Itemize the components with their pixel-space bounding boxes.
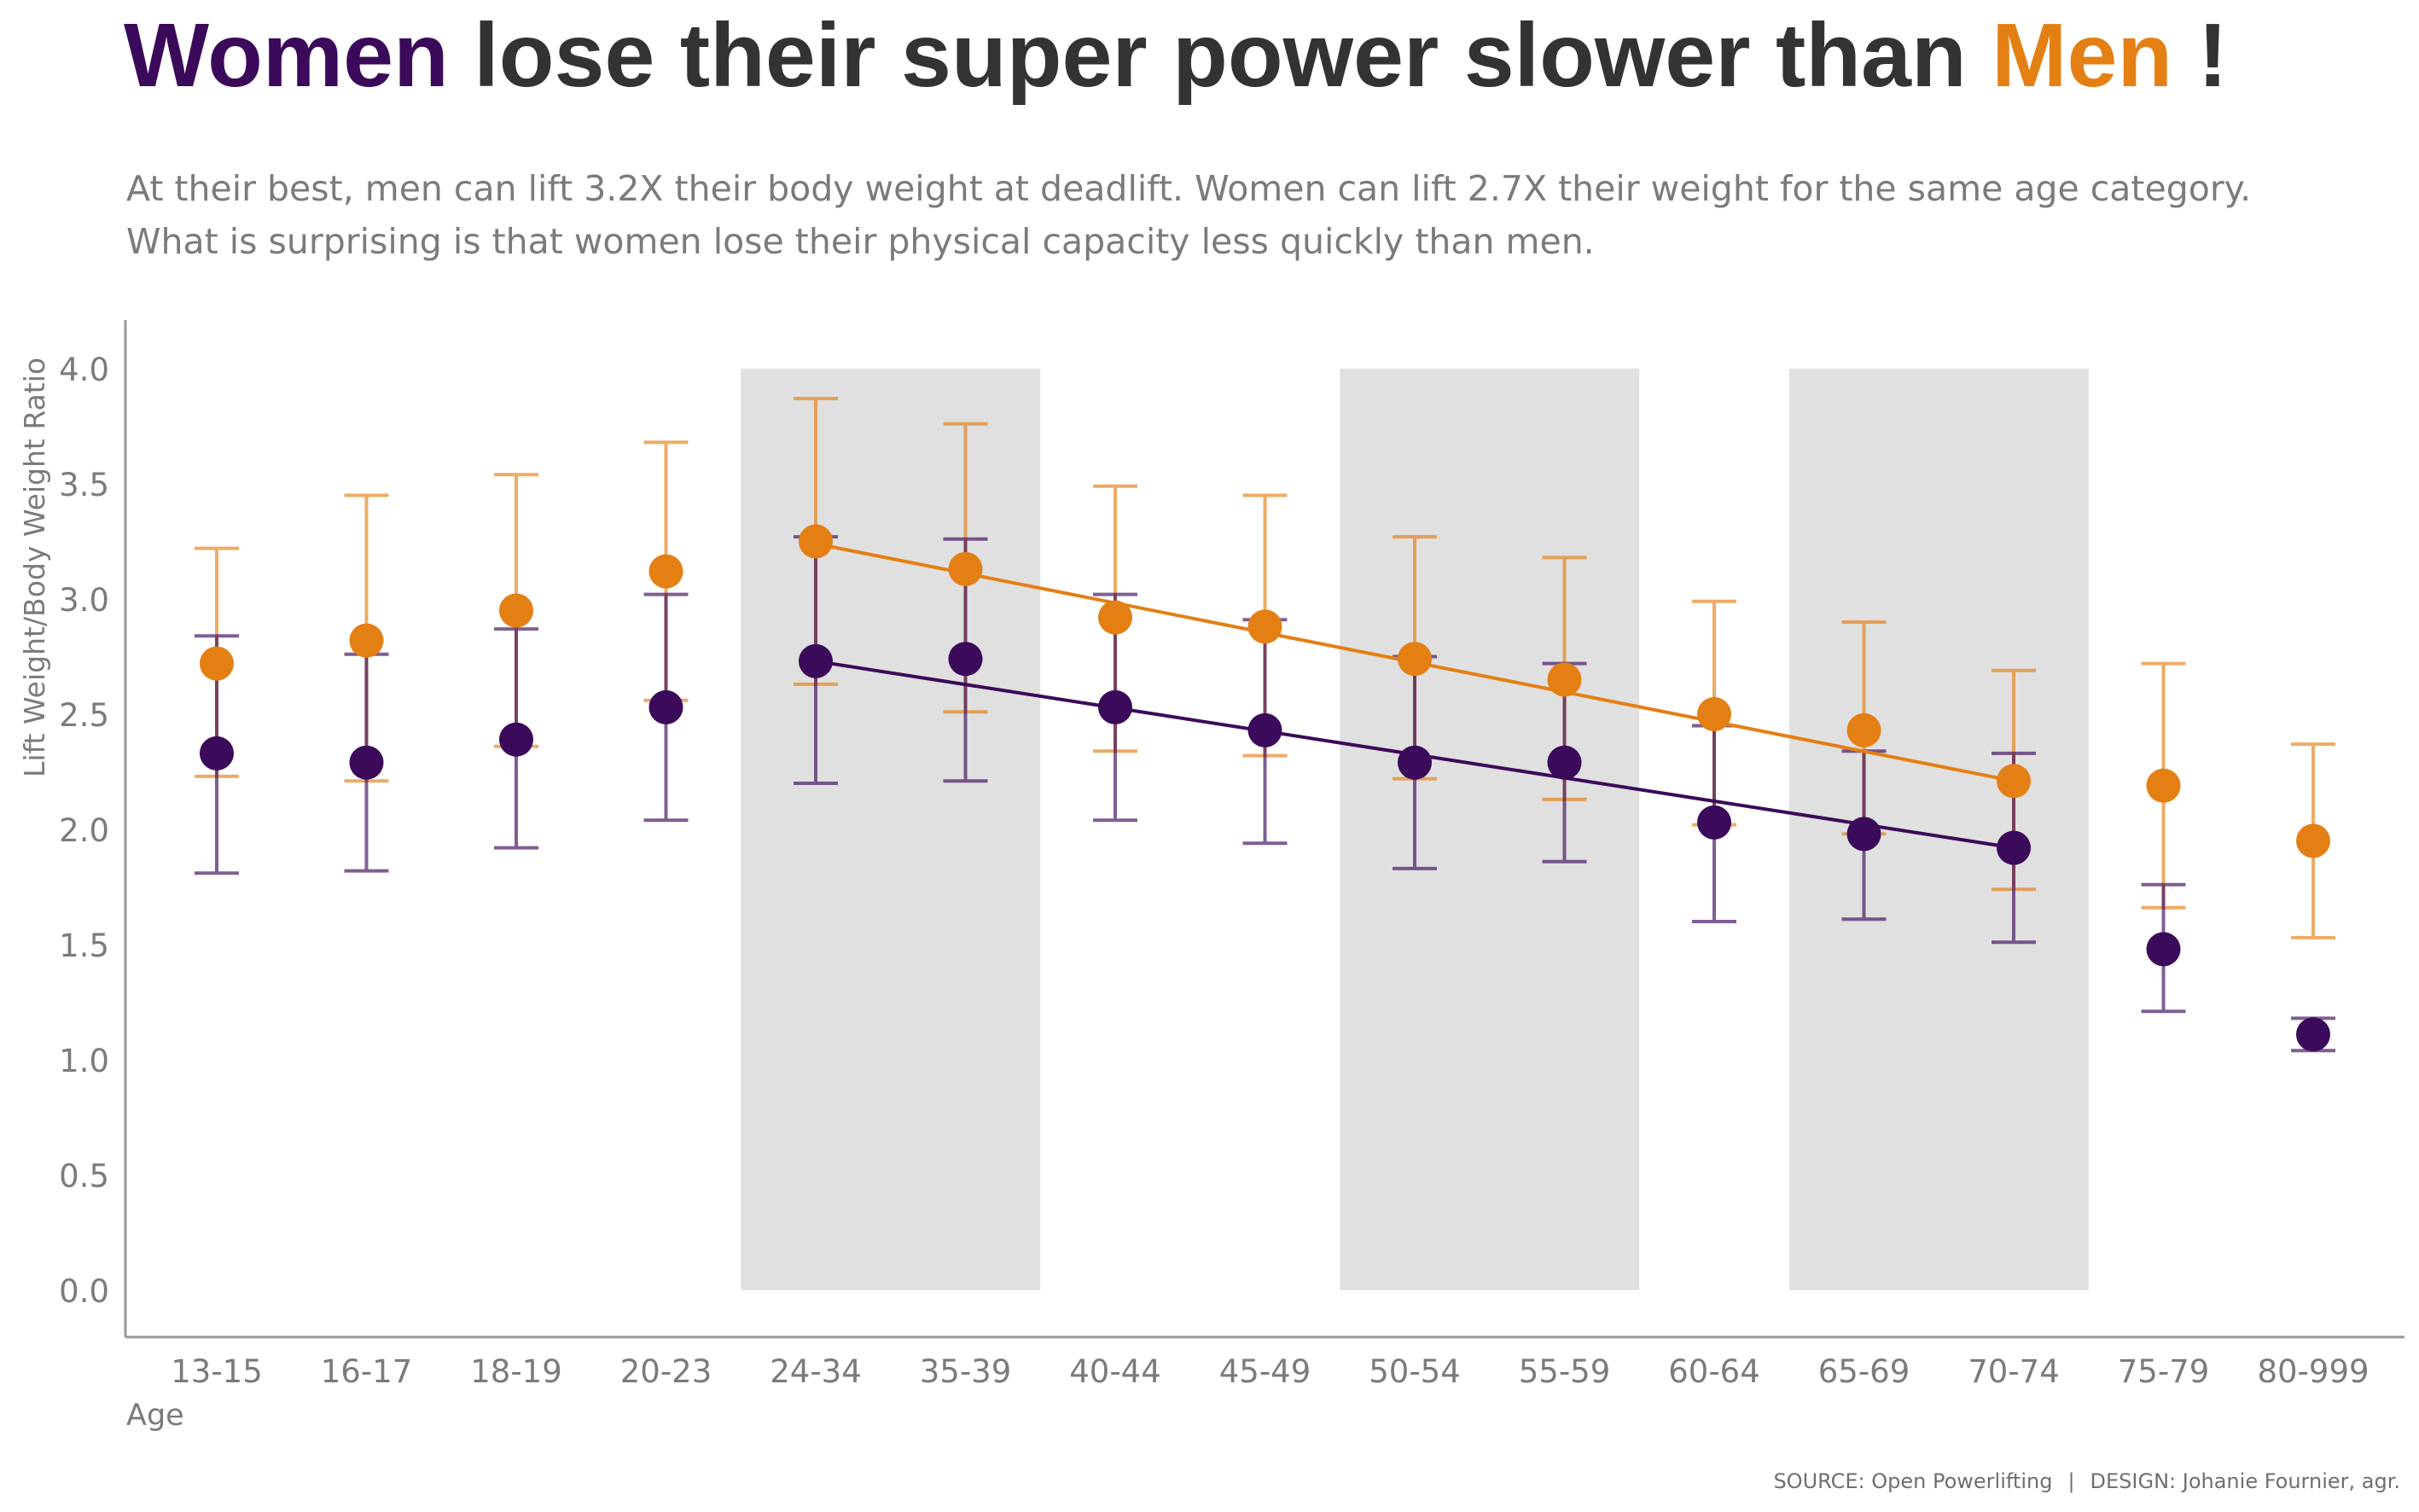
x-tick-label: 70-74 — [1968, 1353, 2060, 1390]
men-data-point — [1098, 600, 1132, 635]
shaded-band-2 — [1340, 369, 1640, 1290]
shaded-band-3 — [1788, 369, 2089, 1290]
men-data-point — [349, 623, 384, 658]
chart-subtitle: At their best, men can lift 3.2X their b… — [126, 162, 2387, 268]
women-data-point — [1997, 830, 2031, 865]
x-tick-label: 50-54 — [1369, 1353, 1461, 1390]
x-tick-label: 18-19 — [470, 1353, 562, 1390]
women-data-point — [2296, 1017, 2330, 1052]
women-data-point — [1697, 805, 1731, 840]
footer-separator: | — [2067, 1469, 2075, 1493]
men-data-point — [1398, 642, 1432, 677]
y-tick-label: 2.5 — [59, 697, 109, 734]
x-axis-title: Age — [126, 1399, 184, 1433]
men-data-point — [1247, 609, 1282, 644]
title-women: Women — [124, 5, 449, 106]
women-data-point — [1846, 817, 1881, 852]
women-data-point — [648, 689, 683, 724]
men-data-point — [1997, 764, 2031, 799]
y-axis-title: Lift Weight/Body Weight Ratio — [18, 358, 51, 777]
chart-title: Women lose their super power slower than… — [124, 0, 2342, 111]
y-tick-label: 1.0 — [59, 1043, 109, 1079]
men-data-point — [648, 554, 683, 589]
footer-credits: SOURCE: Open Powerlifting | DESIGN: Johani… — [1773, 1469, 2400, 1493]
subtitle-line-1: At their best, men can lift 3.2X their b… — [126, 168, 2252, 209]
x-tick-label: 45-49 — [1219, 1353, 1311, 1390]
footer-design: DESIGN: Johanie Fournier, agr. — [2090, 1469, 2400, 1493]
women-data-point — [799, 643, 833, 678]
x-tick-label: 80-999 — [2257, 1353, 2369, 1390]
y-tick-label: 0.5 — [59, 1158, 109, 1195]
x-tick-label: 24-34 — [770, 1353, 862, 1390]
men-data-point — [1547, 662, 1582, 697]
title-men: Men — [1992, 5, 2173, 106]
x-tick-label: 35-39 — [920, 1353, 1012, 1390]
men-data-point — [499, 593, 533, 628]
x-tick-label: 75-79 — [2118, 1353, 2210, 1390]
men-data-point — [948, 551, 983, 586]
y-tick-label: 4.0 — [59, 352, 109, 388]
men-data-point — [200, 646, 234, 681]
women-data-point — [200, 736, 234, 771]
x-tick-label: 65-69 — [1818, 1353, 1910, 1390]
x-tick-label: 60-64 — [1668, 1353, 1760, 1390]
title-middle: lose their super power slower than — [474, 5, 1967, 106]
men-data-point — [1697, 697, 1731, 731]
women-data-point — [1247, 712, 1282, 747]
x-tick-label: 20-23 — [620, 1353, 712, 1390]
men-data-point — [799, 524, 833, 559]
women-data-point — [1547, 745, 1582, 780]
x-tick-label: 40-44 — [1069, 1353, 1161, 1390]
x-tick-label: 55-59 — [1519, 1353, 1611, 1390]
women-data-point — [1398, 745, 1432, 780]
women-data-point — [349, 745, 384, 780]
women-data-point — [499, 722, 533, 757]
x-tick-label: 13-15 — [171, 1353, 263, 1390]
footer-source: SOURCE: Open Powerlifting — [1773, 1469, 2053, 1493]
women-data-point — [1098, 689, 1132, 724]
y-tick-label: 3.0 — [59, 582, 109, 619]
x-tick-label: 16-17 — [321, 1353, 413, 1390]
chart-area: 0.0 0.5 1.0 1.5 2.0 2.5 3.0 3.5 4.0 13-15 16-17 18-… — [18, 320, 2404, 1433]
y-tick-label: 0.0 — [59, 1273, 109, 1310]
y-tick-label: 1.5 — [59, 928, 109, 964]
subtitle-line-2: What is surprising is that women lose th… — [126, 221, 1595, 262]
y-tick-label: 2.0 — [59, 812, 109, 849]
women-data-point — [2146, 932, 2181, 967]
men-data-point — [2146, 768, 2181, 803]
title-end: ! — [2197, 5, 2228, 106]
women-data-point — [948, 642, 983, 677]
shaded-band-1 — [741, 369, 1041, 1290]
men-data-point — [1846, 712, 1881, 747]
y-tick-label: 3.5 — [59, 467, 109, 503]
men-data-point — [2296, 823, 2330, 858]
